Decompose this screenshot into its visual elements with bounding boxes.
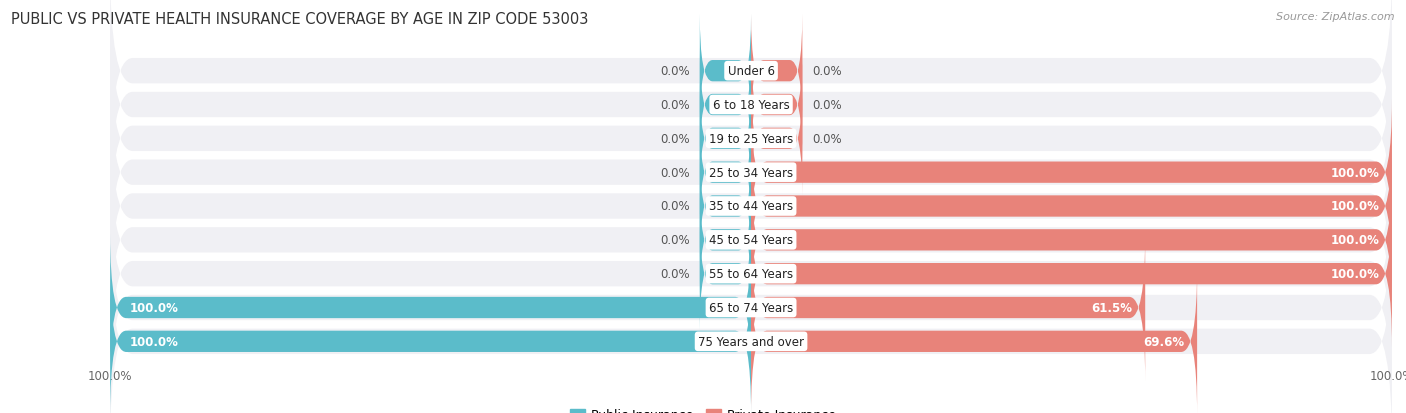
Text: 0.0%: 0.0% <box>661 99 690 112</box>
FancyBboxPatch shape <box>110 0 1392 211</box>
Text: 35 to 44 Years: 35 to 44 Years <box>709 200 793 213</box>
FancyBboxPatch shape <box>110 234 751 382</box>
FancyBboxPatch shape <box>110 67 1392 278</box>
Text: 55 to 64 Years: 55 to 64 Years <box>709 268 793 280</box>
Text: 0.0%: 0.0% <box>661 133 690 145</box>
Text: 100.0%: 100.0% <box>129 301 179 314</box>
FancyBboxPatch shape <box>751 82 803 196</box>
Text: Under 6: Under 6 <box>727 65 775 78</box>
Text: 75 Years and over: 75 Years and over <box>697 335 804 348</box>
FancyBboxPatch shape <box>751 48 803 162</box>
Text: 0.0%: 0.0% <box>661 65 690 78</box>
FancyBboxPatch shape <box>110 236 1392 413</box>
FancyBboxPatch shape <box>110 0 1392 177</box>
FancyBboxPatch shape <box>110 202 1392 413</box>
FancyBboxPatch shape <box>110 135 1392 346</box>
Text: 100.0%: 100.0% <box>1330 200 1379 213</box>
Text: 0.0%: 0.0% <box>811 133 842 145</box>
Text: 100.0%: 100.0% <box>1330 268 1379 280</box>
Text: PUBLIC VS PRIVATE HEALTH INSURANCE COVERAGE BY AGE IN ZIP CODE 53003: PUBLIC VS PRIVATE HEALTH INSURANCE COVER… <box>11 12 589 27</box>
Text: 0.0%: 0.0% <box>661 234 690 247</box>
Text: 65 to 74 Years: 65 to 74 Years <box>709 301 793 314</box>
Text: 100.0%: 100.0% <box>129 335 179 348</box>
FancyBboxPatch shape <box>751 268 1197 413</box>
FancyBboxPatch shape <box>110 268 751 413</box>
Text: 0.0%: 0.0% <box>661 268 690 280</box>
FancyBboxPatch shape <box>751 166 1392 314</box>
Text: 0.0%: 0.0% <box>661 166 690 179</box>
FancyBboxPatch shape <box>700 116 751 230</box>
FancyBboxPatch shape <box>700 183 751 297</box>
FancyBboxPatch shape <box>700 217 751 331</box>
FancyBboxPatch shape <box>751 234 1146 382</box>
FancyBboxPatch shape <box>110 33 1392 244</box>
FancyBboxPatch shape <box>110 169 1392 380</box>
Text: 69.6%: 69.6% <box>1143 335 1184 348</box>
FancyBboxPatch shape <box>700 48 751 162</box>
FancyBboxPatch shape <box>700 82 751 196</box>
FancyBboxPatch shape <box>110 101 1392 312</box>
Legend: Public Insurance, Private Insurance: Public Insurance, Private Insurance <box>565 404 841 413</box>
Text: 100.0%: 100.0% <box>1330 234 1379 247</box>
FancyBboxPatch shape <box>700 14 751 128</box>
Text: 0.0%: 0.0% <box>661 200 690 213</box>
Text: 25 to 34 Years: 25 to 34 Years <box>709 166 793 179</box>
FancyBboxPatch shape <box>751 200 1392 348</box>
Text: 0.0%: 0.0% <box>811 99 842 112</box>
FancyBboxPatch shape <box>751 133 1392 280</box>
Text: Source: ZipAtlas.com: Source: ZipAtlas.com <box>1277 12 1395 22</box>
Text: 19 to 25 Years: 19 to 25 Years <box>709 133 793 145</box>
FancyBboxPatch shape <box>751 99 1392 247</box>
Text: 100.0%: 100.0% <box>1330 166 1379 179</box>
Text: 61.5%: 61.5% <box>1091 301 1132 314</box>
Text: 6 to 18 Years: 6 to 18 Years <box>713 99 789 112</box>
FancyBboxPatch shape <box>700 150 751 263</box>
FancyBboxPatch shape <box>751 14 803 128</box>
Text: 0.0%: 0.0% <box>811 65 842 78</box>
Text: 45 to 54 Years: 45 to 54 Years <box>709 234 793 247</box>
